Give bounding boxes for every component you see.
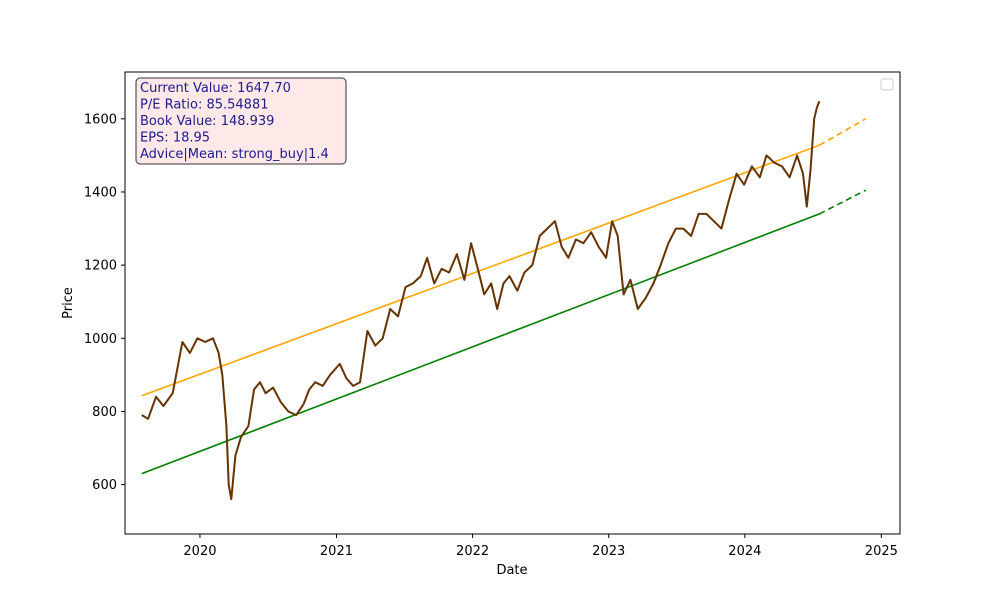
x-tick-label: 2020: [183, 544, 216, 559]
y-axis: 600 800 1000 1200 1400 1600: [84, 112, 125, 493]
x-axis: 2020 2021 2022 2023 2024 2025: [183, 534, 898, 559]
plot-area: [141, 100, 867, 501]
info-box-frame: [135, 77, 347, 165]
x-tick-label: 2024: [728, 544, 761, 559]
trend-line: [141, 144, 820, 397]
info-line-advice: Advice|Mean: strong_buy|1.4: [140, 147, 329, 162]
x-tick-label: 2023: [592, 544, 625, 559]
x-tick-label: 2022: [456, 544, 489, 559]
info-box: Current Value: 1647.70 P/E Ratio: 85.548…: [135, 77, 347, 165]
info-line-eps: EPS: 18.95: [140, 131, 210, 146]
y-axis-title: Price: [61, 287, 76, 319]
info-line-pe-ratio: P/E Ratio: 85.54881: [140, 98, 268, 113]
trend-projection-line: [819, 118, 867, 146]
y-tick-label: 800: [92, 405, 117, 420]
y-tick-label: 1000: [84, 332, 117, 347]
y-tick-label: 1200: [84, 259, 117, 274]
price-line: [141, 100, 821, 501]
x-tick-label: 2021: [320, 544, 353, 559]
y-tick-label: 1400: [84, 185, 117, 200]
support-line: [141, 213, 820, 475]
y-tick-label: 1600: [84, 112, 117, 127]
plot-frame: [124, 71, 901, 535]
legend-box: [880, 78, 894, 91]
x-axis-title: Date: [496, 563, 527, 578]
x-tick-label: 2025: [865, 544, 898, 559]
support-projection-line: [819, 189, 867, 215]
y-tick-label: 600: [92, 478, 117, 493]
info-line-book-value: Book Value: 148.939: [140, 114, 274, 129]
info-line-current-value: Current Value: 1647.70: [140, 81, 291, 96]
